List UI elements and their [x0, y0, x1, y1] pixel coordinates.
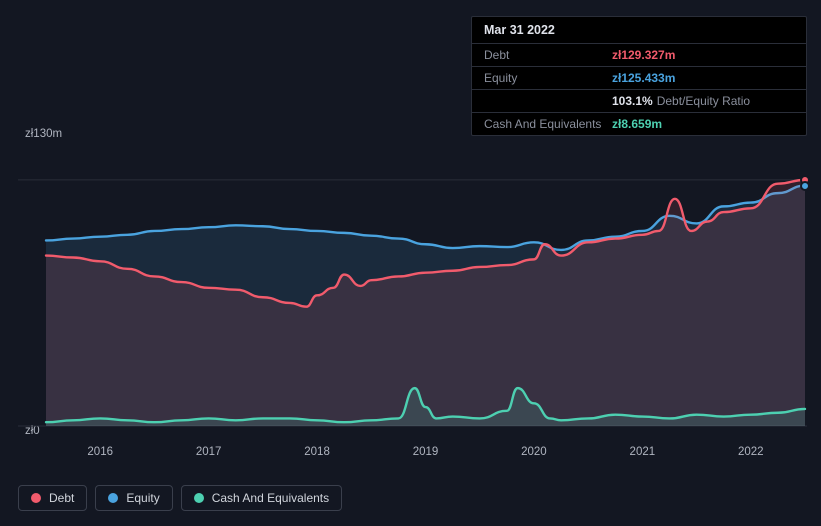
- tooltip-row-label: Debt: [484, 48, 612, 62]
- debt-area: [46, 180, 805, 426]
- tooltip-date: Mar 31 2022: [472, 23, 806, 44]
- tooltip-row: Debtzł129.327m: [472, 44, 806, 67]
- x-tick-label: 2020: [521, 446, 547, 458]
- legend-item-cash-and-equivalents[interactable]: Cash And Equivalents: [181, 485, 342, 511]
- tooltip-row: 103.1% Debt/Equity Ratio: [472, 90, 806, 113]
- x-tick-label: 2019: [413, 446, 439, 458]
- tooltip-row-label: [484, 94, 612, 108]
- tooltip-row-label: Cash And Equivalents: [484, 117, 612, 131]
- tooltip-row-value: zł129.327m: [612, 48, 675, 62]
- x-tick-label: 2021: [630, 446, 656, 458]
- tooltip-row: Cash And Equivalentszł8.659m: [472, 113, 806, 135]
- legend-label: Debt: [49, 491, 74, 505]
- tooltip-row-value: 103.1%: [612, 94, 653, 108]
- chart-area[interactable]: [18, 120, 807, 440]
- legend-dot: [31, 493, 41, 503]
- tooltip-row-extra: Debt/Equity Ratio: [657, 94, 750, 108]
- x-tick-label: 2016: [87, 446, 113, 458]
- legend: Debt Equity Cash And Equivalents: [18, 485, 342, 511]
- tooltip-row-value: zł125.433m: [612, 71, 675, 85]
- legend-item-equity[interactable]: Equity: [95, 485, 172, 511]
- x-tick-label: 2022: [738, 446, 764, 458]
- legend-label: Cash And Equivalents: [212, 491, 329, 505]
- tooltip-row: Equityzł125.433m: [472, 67, 806, 90]
- legend-dot: [194, 493, 204, 503]
- tooltip-row-value: zł8.659m: [612, 117, 662, 131]
- series-end-marker: [800, 181, 810, 191]
- legend-dot: [108, 493, 118, 503]
- chart-svg: [18, 120, 807, 440]
- x-axis-ticks: 2016 2017 2018 2019 2020 2021 2022: [18, 446, 807, 466]
- data-tooltip: Mar 31 2022 Debtzł129.327mEquityzł125.43…: [471, 16, 807, 136]
- legend-label: Equity: [126, 491, 159, 505]
- x-tick-label: 2018: [304, 446, 330, 458]
- x-tick-label: 2017: [196, 446, 222, 458]
- tooltip-row-label: Equity: [484, 71, 612, 85]
- legend-item-debt[interactable]: Debt: [18, 485, 87, 511]
